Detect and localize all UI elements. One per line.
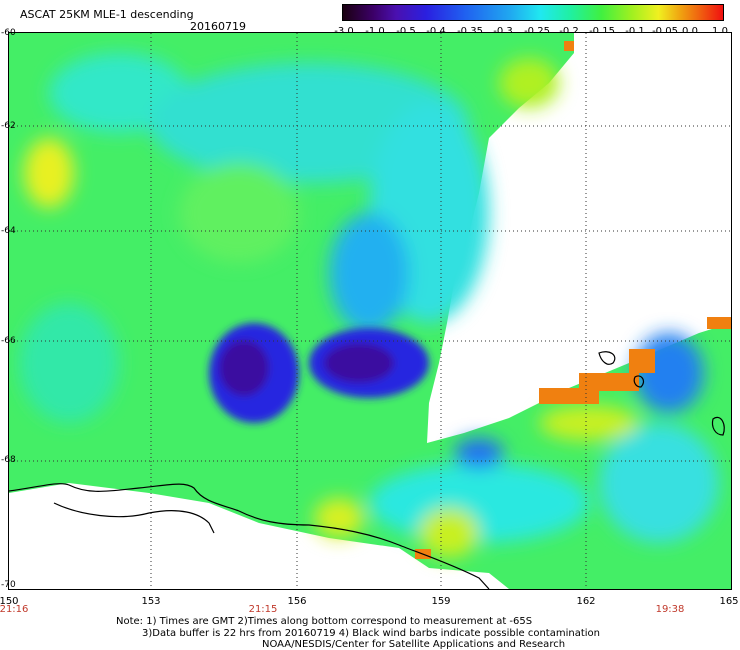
map-image [9,33,731,589]
colorbar-tick: -0.15 [589,26,615,37]
colorbar-tick: -0.3 [493,26,513,37]
map-panel [8,32,732,590]
colorbar [342,4,724,21]
colorbar-tick: -0.1 [625,26,645,37]
lon-label: 150 [0,596,19,607]
lon-label: 153 [141,596,161,607]
colorbar-tick: -3.0 [334,26,354,37]
lon-label: 159 [431,596,451,607]
time-label: 19:38 [655,604,685,615]
colorbar-tick: -0.5 [396,26,416,37]
footer-note-2: 3)Data buffer is 22 hrs from 20160719 4)… [142,628,600,639]
colorbar-tick: -0.35 [457,26,483,37]
grid-lines [9,33,731,589]
lat-label: -66 [1,336,16,346]
lon-label: 162 [576,596,596,607]
colorbar-tick: -0.2 [559,26,579,37]
lat-label: -60 [1,28,16,38]
footer-note-1: Note: 1) Times are GMT 2)Times along bot… [116,616,533,627]
lon-label: 156 [287,596,307,607]
lon-label: 165 [719,596,739,607]
lat-label: -64 [1,226,16,236]
time-label: 21:15 [248,604,278,615]
colorbar-tick: 1.0 [712,26,728,37]
footer-credit: NOAA/NESDIS/Center for Satellite Applica… [262,639,566,650]
plot-title: ASCAT 25KM MLE-1 descending [20,8,194,21]
colorbar-tick: -0.25 [524,26,550,37]
colorbar-tick: -1.0 [365,26,385,37]
time-label: 21:16 [0,604,29,615]
plot-date: 20160719 [190,20,246,33]
coastline [9,351,725,589]
lat-label: -62 [1,121,16,131]
lat-label: -70 [1,580,16,590]
data-field [9,33,731,589]
colorbar-tick: -0.4 [426,26,446,37]
lat-label: -68 [1,455,16,465]
colorbar-tick: 0.0 [682,26,698,37]
colorbar-tick: -0.05 [652,26,678,37]
